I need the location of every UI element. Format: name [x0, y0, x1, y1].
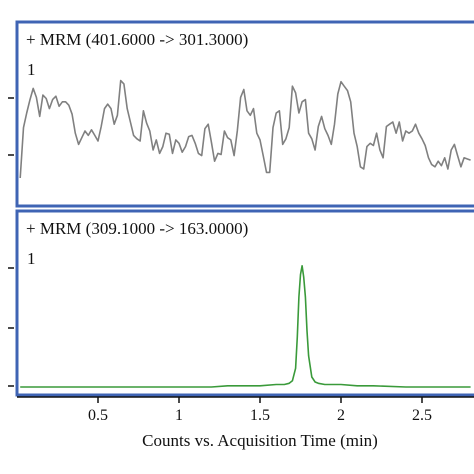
x-tick-label: 2 — [337, 407, 345, 424]
panel-top-trace — [19, 79, 471, 179]
x-axis-title: Counts vs. Acquisition Time (min) — [142, 431, 378, 450]
x-tick-label: 1.5 — [250, 407, 270, 424]
x-tick-label: 2.5 — [412, 407, 432, 424]
panel-top: + MRM (401.6000 -> 301.3000) 1 — [8, 20, 474, 208]
x-tick-label: 1 — [175, 407, 183, 424]
x-axis: 0.5 1 1.5 2 2.5 — [17, 396, 474, 424]
panel-top-frame — [15, 20, 474, 208]
panel-bottom-trace — [20, 264, 471, 388]
panel-bottom-frame — [15, 209, 474, 397]
panel-bottom-title: + MRM (309.1000 -> 163.0000) — [26, 219, 248, 238]
panel-bottom-trace-label: 1 — [27, 249, 36, 268]
x-tick-label: 0.5 — [88, 407, 108, 424]
panel-top-y-ticks — [8, 97, 14, 156]
panel-top-trace-label: 1 — [27, 60, 36, 79]
panel-bottom-y-ticks — [8, 267, 14, 387]
panel-bottom: + MRM (309.1000 -> 163.0000) 1 — [8, 209, 474, 397]
panel-top-title: + MRM (401.6000 -> 301.3000) — [26, 30, 248, 49]
